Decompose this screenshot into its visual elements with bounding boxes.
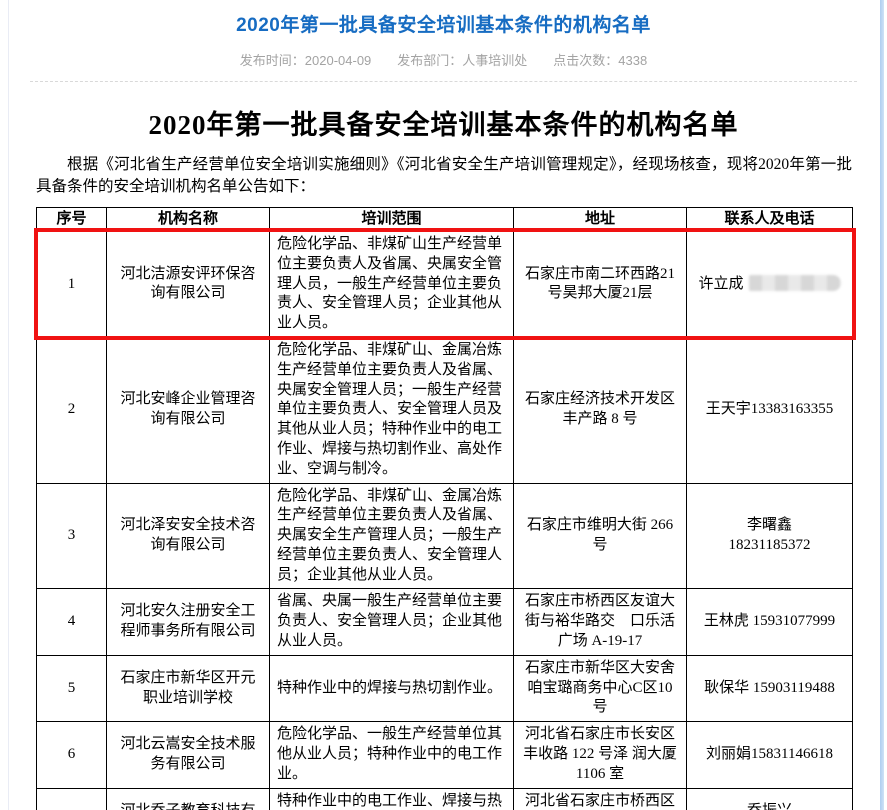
cell-training-scope: 危险化学品、非煤矿山、金属冶炼生产经营单位主要负责人及省属、央属安全管理人员；一… [269,336,514,484]
page-left-border [8,0,9,810]
cell-contact: 王天宇13383163355 [686,336,853,484]
cell-training-scope: 特种作业中的焊接与热切割作业。 [269,654,514,723]
article-title-link[interactable]: 2020年第一批具备安全培训基本条件的机构名单 [236,15,651,36]
article-header: 2020年第一批具备安全培训基本条件的机构名单 发布时间：2020-04-09 … [0,0,887,82]
table-row: 2 河北安峰企业管理咨询有限公司 危险化学品、非煤矿山、金属冶炼生产经营单位主要… [36,336,853,484]
cell-index: 7 [36,787,107,810]
table-header-row: 序号 机构名称 培训范围 地址 联系人及电话 [36,206,853,232]
contact-line: 李曙鑫 [746,517,792,534]
table-body: 1 河北洁源安评环保咨询有限公司 危险化学品、非煤矿山生产经营单位主要负责人及省… [33,228,856,810]
publish-date: 发布时间：2020-04-09 [239,53,372,68]
cell-address: 石家庄市南二环西路21号昊邦大厦21层 [513,230,687,338]
cell-org-name: 河北安峰企业管理咨询有限公司 [106,336,270,484]
cell-address: 石家庄市桥西区友谊大街与裕华路交 口乐活广场 A-19-17 [513,588,687,656]
article-meta: 发布时间：2020-04-09 发布部门：人事培训处 点击次数：4338 [0,50,887,69]
publish-department: 发布部门：人事培训处 [397,53,528,68]
cell-training-scope: 特种作业中的电工作业、焊接与热切割作业、高处作业人员；生产经营单位其他从业人员。 [269,787,514,810]
cell-contact: 乔振兴0311-85391668 [686,787,853,810]
table-row: 3 河北泽安安全技术咨询有限公司 危险化学品、非煤矿山、金属冶炼生产经营单位主要… [36,482,853,590]
cell-address: 河北省石家庄市长安区丰收路 122 号泽 润大厦 1106 室 [513,721,687,789]
cell-training-scope: 省属、央属一般生产经营单位主要负责人、安全管理人员；企业其他从业人员。 [269,588,514,656]
cell-contact: 王林虎 15931077999 [686,588,853,656]
contact-line: 乔振兴 [691,802,848,810]
contact-line: 王天宇13383163355 [705,401,834,418]
table-row: 4 河北安久注册安全工程师事务所有限公司 省属、央属一般生产经营单位主要负责人、… [36,588,853,656]
cell-contact: 刘丽娟15831146618 [686,721,853,789]
contact-line: 许立成 [691,274,848,295]
table-row: 6 河北云嵩安全技术服务有限公司 危险化学品、一般生产经营单位其他从业人员；特种… [36,721,853,789]
cell-index: 3 [36,482,107,590]
col-header-contact: 联系人及电话 [686,206,853,232]
contact-line: 王林虎 15931077999 [703,613,836,630]
cell-address: 石家庄经济技术开发区丰产路 8 号 [513,336,687,484]
cell-index: 1 [36,230,107,338]
cell-org-name: 河北洁源安评环保咨询有限公司 [106,230,270,338]
cell-index: 5 [36,654,107,723]
contact-line: 耿保华 15903119488 [704,679,835,696]
cell-training-scope: 危险化学品、非煤矿山、金属冶炼生产经营单位主要负责人及省属、央属安全生产管理人员… [269,482,514,590]
col-header-name: 机构名称 [106,206,270,232]
table-row-highlighted: 1 河北洁源安评环保咨询有限公司 危险化学品、非煤矿山生产经营单位主要负责人及省… [33,228,856,341]
intro-paragraph: 根据《河北省生产经营单位安全培训实施细则》《河北省安全生产培训管理规定》，经现场… [36,156,852,196]
scrollbar-track[interactable] [880,0,884,810]
col-header-index: 序号 [36,206,107,232]
redacted-phone-blur [748,274,841,291]
cell-contact: 耿保华 15903119488 [686,654,853,723]
cell-address: 石家庄市维明大街 266 号 [513,482,687,590]
cell-training-scope: 危险化学品、一般生产经营单位其他从业人员；特种作业中的电工作业。 [269,721,514,789]
click-count: 点击次数：4338 [553,53,648,68]
cell-address: 石家庄市新华区大安舍咱宝璐商务中心C区10号 [513,654,687,723]
cell-org-name: 河北泽安安全技术咨询有限公司 [106,482,270,590]
contact-line: 刘丽娟15831146618 [706,746,833,763]
cell-org-name: 石家庄市新华区开元职业培训学校 [106,654,270,723]
cell-org-name: 河北安久注册安全工程师事务所有限公司 [106,588,270,656]
table-row: 7 河北乔子教育科技有限公司 特种作业中的电工作业、焊接与热切割作业、高处作业人… [36,787,853,810]
org-table: 序号 机构名称 培训范围 地址 联系人及电话 1 河北洁源安评环保咨询有限公司 … [33,206,856,810]
cell-contact: 许立成 [686,230,853,338]
col-header-address: 地址 [513,206,687,232]
cell-contact: 李曙鑫 18231185372 [686,482,853,590]
table-row: 5 石家庄市新华区开元职业培训学校 特种作业中的焊接与热切割作业。 石家庄市新华… [36,654,853,723]
cell-org-name: 河北乔子教育科技有限公司 [106,787,270,810]
cell-index: 2 [36,336,107,484]
cell-training-scope: 危险化学品、非煤矿山生产经营单位主要负责人及省属、央属安全管理人员，一般生产经营… [269,230,514,338]
cell-address: 河北省石家庄市桥西区仓顺路 2 号东安小区冀联商务北单 元 301 房间 [513,787,687,810]
cell-index: 4 [36,588,107,656]
col-header-scope: 培训范围 [269,206,514,232]
document-title: 2020年第一批具备安全培训基本条件的机构名单 [148,110,739,140]
contact-line: 18231185372 [728,536,811,553]
dashed-divider [30,81,857,82]
cell-org-name: 河北云嵩安全技术服务有限公司 [106,721,270,789]
cell-index: 6 [36,721,107,789]
